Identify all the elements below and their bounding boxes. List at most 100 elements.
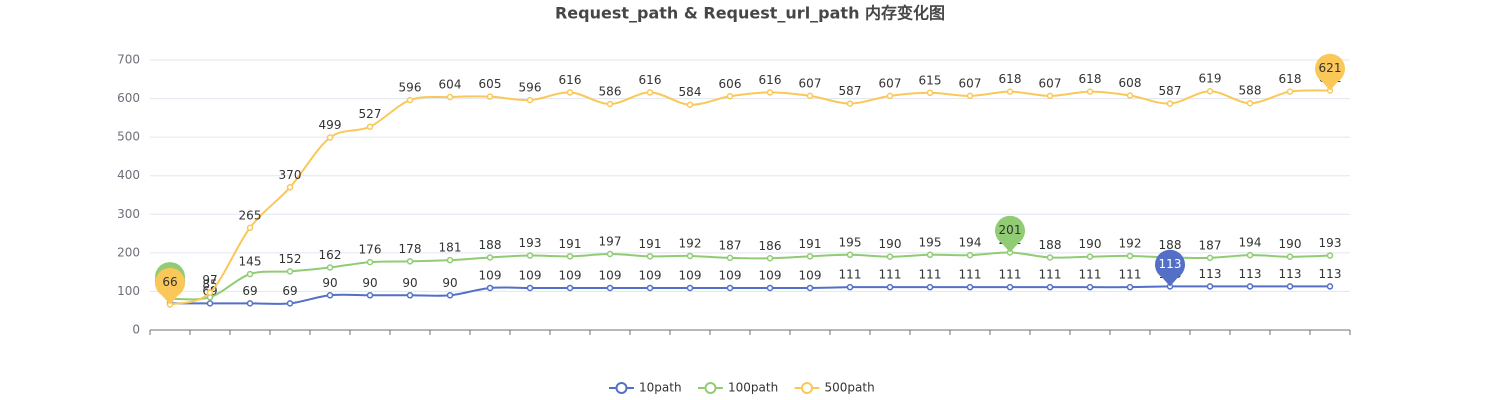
chart-title: Request_path & Request_url_path 内存变化图 <box>555 4 945 23</box>
data-point <box>406 258 414 265</box>
data-point <box>1126 283 1134 291</box>
data-label: 606 <box>719 77 742 91</box>
data-point <box>246 300 254 307</box>
series-line <box>169 251 1331 301</box>
data-point <box>446 93 454 101</box>
data-label: 370 <box>279 168 302 182</box>
data-point <box>646 89 654 96</box>
data-point <box>286 300 294 307</box>
data-point <box>926 283 934 291</box>
data-point <box>246 270 254 278</box>
mark-pin <box>995 215 1025 253</box>
mark-pin-label: 66 <box>162 275 177 289</box>
data-point <box>1206 87 1214 95</box>
data-label: 596 <box>399 81 422 95</box>
data-label: 587 <box>1159 84 1182 98</box>
data-label: 90 <box>362 276 377 290</box>
data-point <box>886 253 894 260</box>
data-point <box>886 283 894 291</box>
data-point <box>406 292 414 299</box>
data-label: 586 <box>599 84 622 98</box>
data-point <box>926 89 934 97</box>
data-point <box>566 253 574 260</box>
data-label: 90 <box>402 276 417 290</box>
data-label: 111 <box>959 268 982 282</box>
y-tick-label: 200 <box>117 245 140 259</box>
data-label: 176 <box>359 243 382 257</box>
data-point <box>846 251 854 259</box>
data-point <box>806 92 814 100</box>
data-point <box>766 255 774 262</box>
data-point <box>606 284 614 292</box>
data-label: 193 <box>519 236 542 250</box>
data-label: 109 <box>799 268 822 282</box>
data-point <box>966 283 974 291</box>
data-label: 191 <box>639 237 662 251</box>
data-point <box>326 264 334 271</box>
data-point <box>1086 253 1094 260</box>
legend-label: 100path <box>728 381 778 395</box>
data-point <box>526 252 534 259</box>
data-label: 111 <box>839 268 862 282</box>
data-point <box>686 284 694 292</box>
data-point <box>1206 283 1214 290</box>
mark-pin <box>1155 249 1185 287</box>
data-label: 90 <box>322 276 337 290</box>
data-label: 192 <box>679 236 702 250</box>
data-label: 587 <box>839 84 862 98</box>
data-point <box>1326 252 1334 259</box>
data-point <box>1286 253 1294 260</box>
data-label: 607 <box>879 76 902 90</box>
data-point <box>326 292 334 299</box>
data-label: 192 <box>1119 236 1142 250</box>
data-label: 616 <box>639 73 662 87</box>
data-label: 90 <box>442 276 457 290</box>
data-point <box>646 253 654 260</box>
data-label: 584 <box>679 85 702 99</box>
data-label: 109 <box>479 268 502 282</box>
data-point <box>526 96 534 104</box>
data-point <box>566 284 574 292</box>
data-label: 109 <box>519 268 542 282</box>
data-label: 605 <box>479 77 502 91</box>
data-point <box>606 100 614 108</box>
data-label: 109 <box>639 268 662 282</box>
data-label: 191 <box>799 237 822 251</box>
data-point <box>1086 283 1094 291</box>
data-point <box>446 256 454 264</box>
data-label: 111 <box>1039 268 1062 282</box>
data-label: 109 <box>559 268 582 282</box>
data-point <box>1006 88 1014 95</box>
data-label: 178 <box>399 242 422 256</box>
data-label: 186 <box>759 239 782 253</box>
data-point <box>366 123 374 130</box>
data-point <box>1246 251 1254 259</box>
data-point <box>406 96 414 104</box>
data-point <box>726 93 734 100</box>
data-label: 608 <box>1119 76 1142 90</box>
data-point <box>1006 283 1014 291</box>
data-point <box>366 258 374 266</box>
data-label: 191 <box>559 237 582 251</box>
data-point <box>566 89 574 96</box>
data-label: 588 <box>1239 84 1262 98</box>
data-point <box>1286 283 1294 290</box>
data-label: 111 <box>1079 268 1102 282</box>
data-label: 111 <box>1119 268 1142 282</box>
data-point <box>206 289 214 296</box>
data-point <box>886 92 894 100</box>
y-tick-label: 600 <box>117 91 140 105</box>
series-line <box>169 89 1331 306</box>
data-label: 69 <box>282 284 297 298</box>
data-label: 596 <box>519 81 542 95</box>
data-point <box>766 284 774 292</box>
data-label: 190 <box>1079 237 1102 251</box>
data-point <box>726 284 734 292</box>
data-point <box>606 250 614 258</box>
data-point <box>926 251 934 259</box>
data-point <box>1166 100 1174 107</box>
data-label: 109 <box>759 268 782 282</box>
data-label: 109 <box>679 268 702 282</box>
y-tick-label: 100 <box>117 284 140 298</box>
y-tick-label: 400 <box>117 168 140 182</box>
